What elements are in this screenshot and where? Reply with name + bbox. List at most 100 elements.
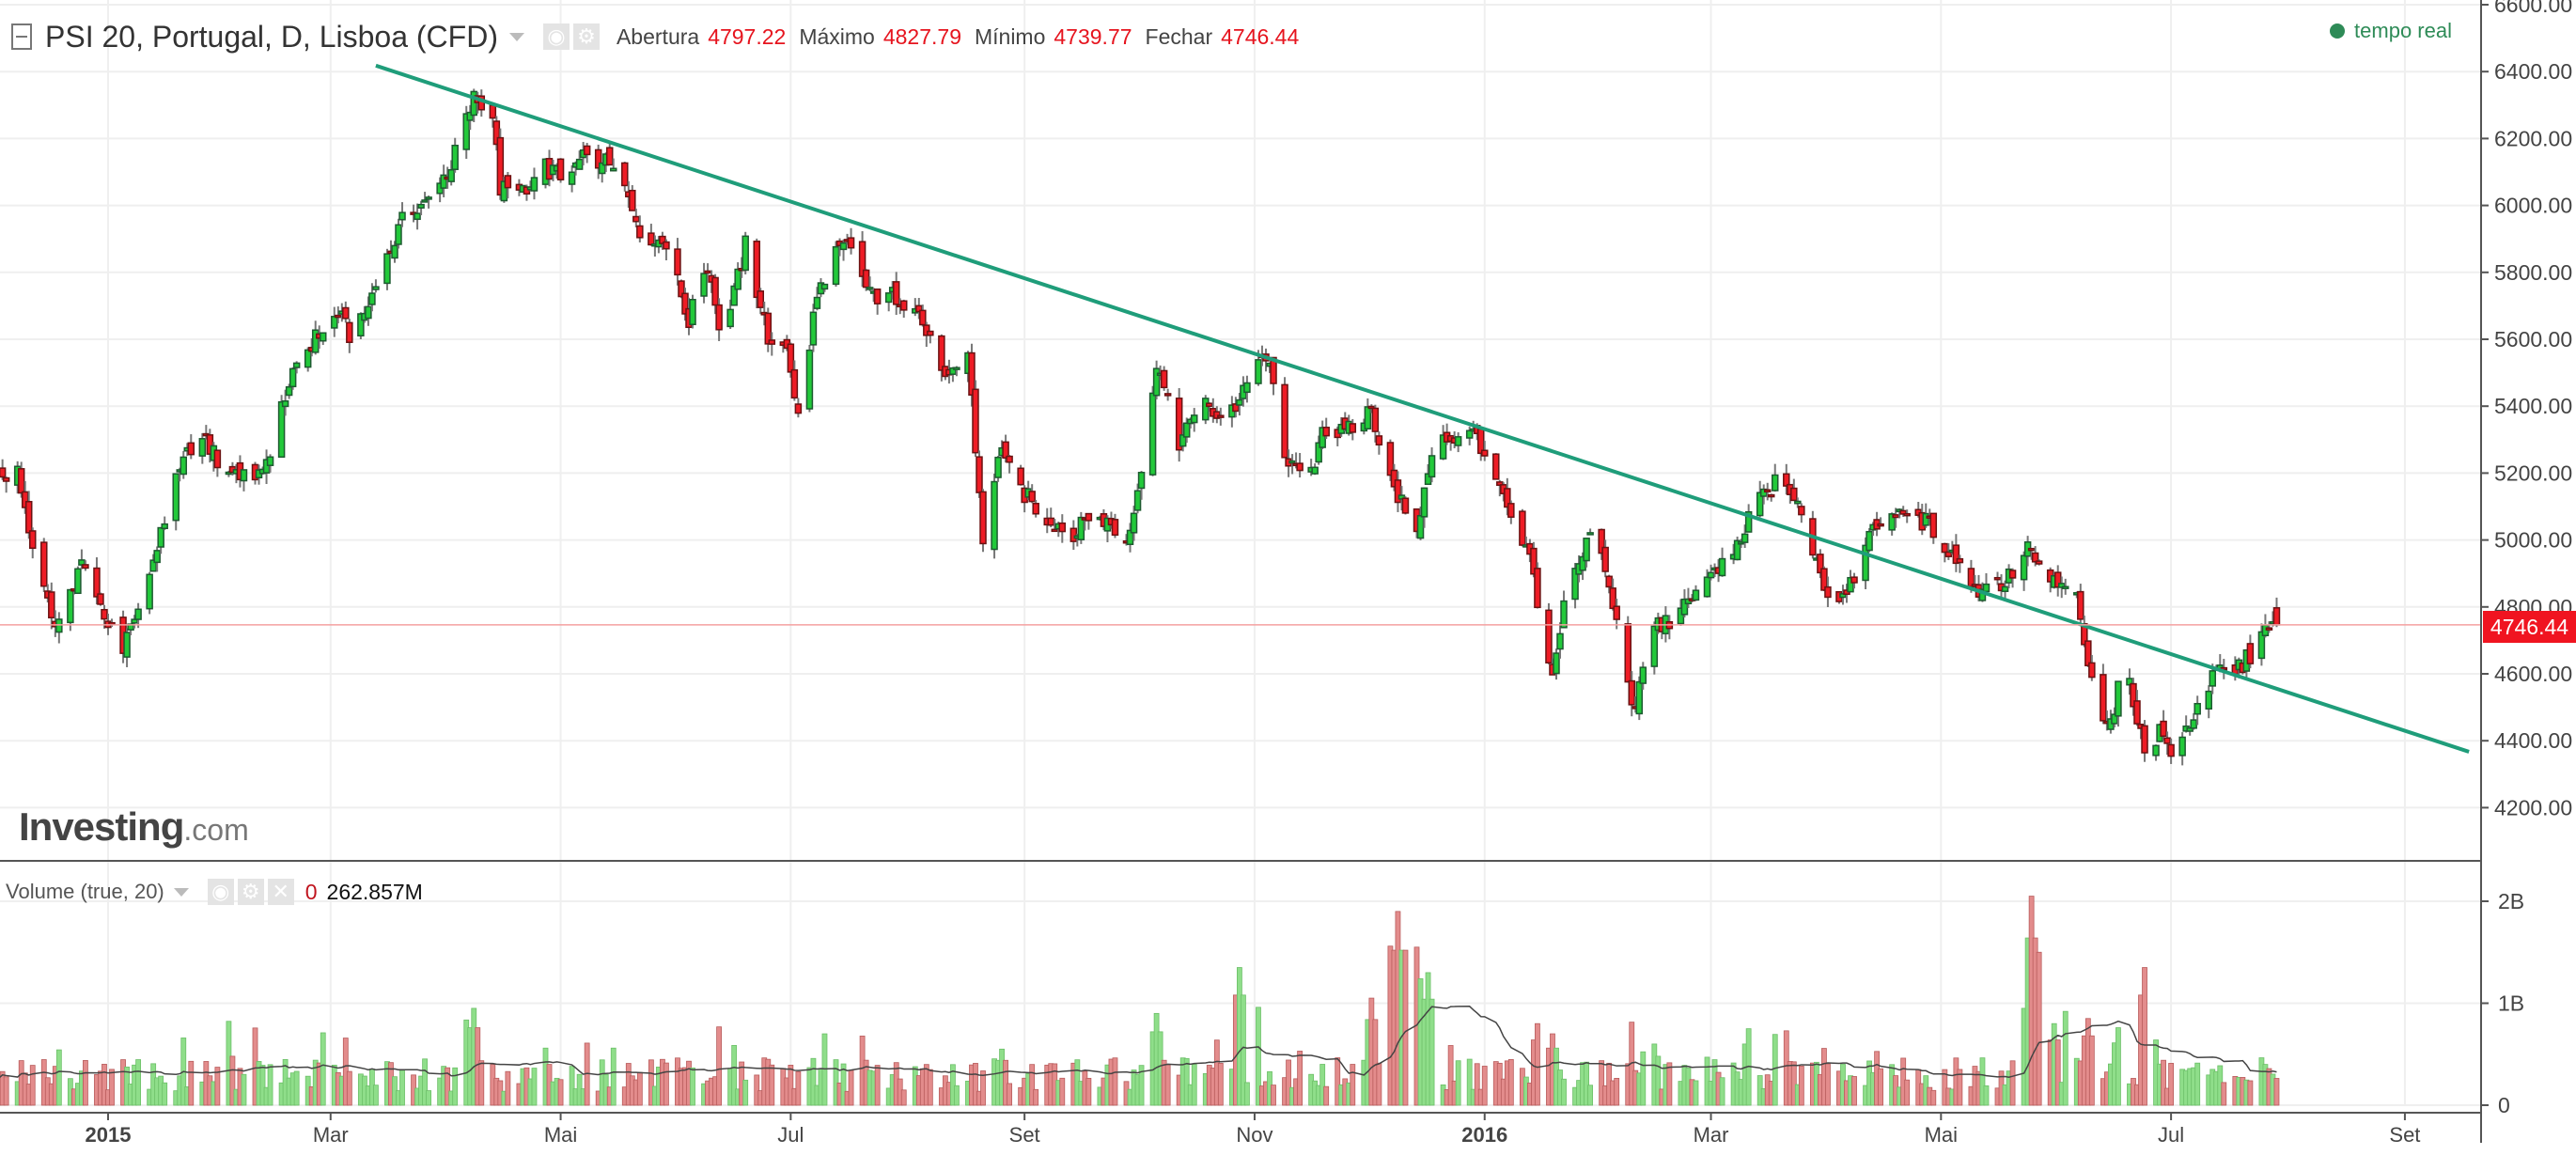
candle-down (674, 248, 681, 276)
volume-header: Volume (true, 20) ◉ ⚙ ✕ 0 262.857M (6, 879, 423, 905)
instrument-title[interactable]: PSI 20, Portugal, D, Lisboa (CFD) (45, 19, 498, 54)
candle-up (425, 196, 432, 200)
candle-down (1163, 393, 1172, 397)
candle-down (663, 241, 670, 250)
logo-text: Investing (19, 804, 184, 849)
candle-down (1824, 585, 1832, 599)
candle-down (346, 321, 353, 343)
candle-down (927, 330, 934, 336)
candle-down (2077, 590, 2084, 620)
candle-up (277, 400, 286, 459)
volume-bar-down (1376, 1062, 1382, 1106)
candle-down (82, 564, 89, 570)
candle-down (858, 241, 866, 277)
candle-up (2257, 631, 2266, 660)
volume-bar-down (1447, 1045, 1454, 1106)
candle-down (556, 158, 565, 180)
candle-up (1416, 515, 1425, 539)
volume-bar-down (1372, 1019, 1379, 1106)
candle-down (342, 306, 350, 320)
candle-up (1922, 512, 1930, 526)
volume-title[interactable]: Volume (true, 20) (6, 880, 164, 903)
trendline (375, 63, 2470, 754)
close-icon[interactable]: ✕ (267, 879, 294, 905)
volume-bar-up (1455, 1060, 1461, 1106)
candle-down (496, 136, 505, 196)
candle-down (40, 541, 48, 587)
candle-down (1480, 449, 1489, 457)
candle-down (1322, 427, 1330, 437)
candle-down (523, 186, 531, 195)
candle-up (530, 177, 539, 192)
eye-icon[interactable]: ◉ (542, 23, 570, 50)
collapse-icon[interactable] (11, 23, 32, 50)
candle-up (368, 292, 376, 305)
candle-down (1367, 405, 1376, 410)
candle-down (1850, 576, 1858, 584)
volume-bar-down (1614, 1078, 1620, 1106)
y-tick-label: 6600.00 (2494, 0, 2572, 17)
volume-bar-up (1319, 1064, 1326, 1106)
candle-down (583, 145, 591, 156)
volume-bar-down (1335, 1057, 1341, 1106)
volume-bar-up (1719, 1077, 1725, 1106)
candle-down (1944, 551, 1953, 557)
eye-icon[interactable]: ◉ (207, 879, 234, 905)
candle-down (1929, 512, 1938, 538)
candle-up (331, 316, 338, 329)
candle-down (1281, 383, 1288, 459)
volume-bar-up (810, 1057, 817, 1106)
candle-down (93, 567, 101, 598)
volume-bar-up (399, 1069, 405, 1106)
candle-up (568, 171, 576, 185)
candle-down (919, 309, 927, 326)
candle-down (1069, 527, 1078, 542)
candle-up (225, 471, 233, 476)
candle-up (134, 608, 142, 620)
candle-down (17, 468, 25, 494)
volume-bar-up (1466, 1058, 1473, 1106)
volume-bar-down (1790, 1061, 1797, 1106)
chevron-down-icon[interactable] (508, 32, 524, 41)
candle-up (1190, 414, 1198, 424)
candle-up (383, 253, 391, 285)
candle-up (1465, 429, 1474, 439)
volume-bar-down (1878, 1068, 1884, 1106)
candle-down (2133, 700, 2141, 725)
gear-icon[interactable]: ⚙ (237, 879, 264, 905)
candle-down (1006, 455, 1013, 463)
low-label: Mínimo (974, 23, 1046, 49)
candle-down (1903, 512, 1911, 517)
volume-bar-down (445, 1067, 451, 1106)
volume-bar-down (1942, 1069, 1948, 1106)
candle-up (319, 332, 327, 342)
candle-down (711, 276, 719, 306)
x-tick-label: Jul (2158, 1123, 2184, 1147)
volume-bar-down (1029, 1064, 1036, 1106)
candle-up (994, 456, 1002, 478)
x-tick-label: Jul (777, 1123, 804, 1147)
volume-bar-down (2273, 1078, 2280, 1106)
y-tick-label: 4200.00 (2494, 795, 2572, 819)
volume-bar-down (2054, 1039, 2061, 1106)
candle-up (1639, 666, 1647, 684)
candle-up (266, 456, 274, 466)
volume-bar-up (1191, 1064, 1197, 1106)
candle-up (2001, 585, 2009, 592)
volume-bar-down (636, 1071, 643, 1106)
low-value: 4739.77 (1054, 23, 1132, 49)
gear-icon[interactable]: ⚙ (572, 23, 600, 50)
candle-up (395, 224, 402, 245)
candle-down (1032, 503, 1039, 515)
candle-down (101, 608, 108, 620)
volume-value: 262.857M (326, 879, 423, 904)
volume-bar-down (1957, 1069, 1963, 1106)
candle-up (146, 573, 153, 610)
volume-bar-down (648, 1059, 654, 1106)
volume-bar-down (1059, 1077, 1066, 1106)
candle-up (866, 287, 874, 290)
chevron-down-icon[interactable] (173, 887, 189, 897)
candle-down (1534, 568, 1541, 609)
candle-down (1175, 398, 1183, 451)
